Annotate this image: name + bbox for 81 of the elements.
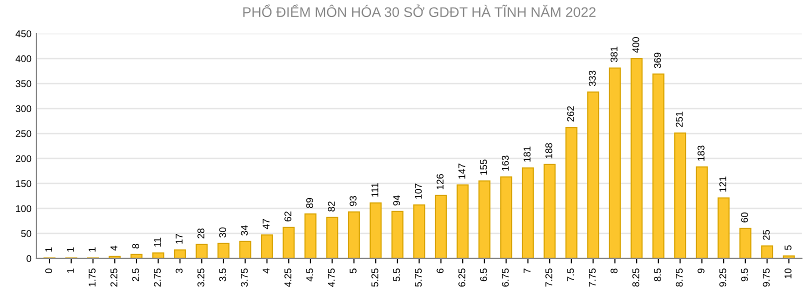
data-label: 262 bbox=[567, 106, 574, 122]
x-tick-label: 2.75 bbox=[154, 268, 161, 287]
x-tick-label: 7 bbox=[524, 268, 530, 274]
y-tick-label: 50 bbox=[21, 230, 32, 238]
data-label: 62 bbox=[284, 212, 292, 222]
data-label: 17 bbox=[176, 234, 182, 244]
data-label: 188 bbox=[545, 143, 552, 158]
data-label: 251 bbox=[676, 112, 683, 127]
x-tick-label: 5 bbox=[350, 268, 357, 274]
y-tick-label: 250 bbox=[16, 130, 32, 138]
chart-title: PHỔ ĐIỂM MÔN HÓA 30 SỞ GDĐT HÀ TĨNH NĂM 2022 bbox=[243, 4, 596, 18]
x-tick-label: 8.5 bbox=[654, 268, 661, 282]
x-tick-label: 6.25 bbox=[458, 268, 466, 287]
x-tick-label: 7.5 bbox=[567, 268, 574, 282]
data-label: 183 bbox=[698, 146, 704, 161]
x-tick-label: 9.25 bbox=[719, 268, 726, 287]
y-tick-label: 400 bbox=[16, 55, 32, 62]
y-tick-label: 450 bbox=[16, 30, 32, 38]
x-tick-label: 3 bbox=[176, 268, 183, 274]
x-tick-label: 1.75 bbox=[88, 268, 96, 286]
x-tick-label: 8 bbox=[610, 268, 618, 274]
y-tick-label: 200 bbox=[16, 155, 32, 162]
x-tick-label: 7.25 bbox=[545, 268, 552, 287]
data-label: 30 bbox=[219, 227, 226, 238]
x-tick-label: 3.75 bbox=[240, 268, 248, 287]
x-tick-label: 4 bbox=[262, 268, 270, 274]
x-tick-label: 4.25 bbox=[284, 268, 292, 287]
data-label: 1 bbox=[88, 247, 96, 252]
x-tick-label: 10 bbox=[784, 268, 792, 278]
x-tick-label: 9.75 bbox=[762, 268, 770, 287]
x-tick-label: 8.75 bbox=[676, 268, 683, 287]
y-tick-label: 350 bbox=[16, 80, 32, 88]
x-tick-label: 0 bbox=[45, 268, 52, 274]
data-label: 155 bbox=[480, 160, 488, 175]
data-label: 381 bbox=[610, 46, 618, 62]
data-label: 111 bbox=[372, 183, 378, 197]
data-label: 60 bbox=[741, 212, 748, 222]
data-label: 28 bbox=[197, 228, 204, 238]
x-tick-label: 6.5 bbox=[480, 268, 488, 282]
data-label: 47 bbox=[262, 219, 270, 230]
x-tick-label: 9.5 bbox=[741, 268, 748, 282]
x-tick-label: 9 bbox=[698, 268, 704, 274]
y-tick-label: 0 bbox=[26, 255, 32, 262]
x-tick-label: 3.5 bbox=[219, 268, 226, 282]
x-tick-label: 2.5 bbox=[132, 268, 140, 282]
data-label: 400 bbox=[632, 37, 640, 53]
data-label: 11 bbox=[154, 238, 161, 247]
y-tick-label: 100 bbox=[16, 205, 32, 212]
x-tick-label: 5.5 bbox=[393, 268, 400, 282]
data-label: 369 bbox=[654, 52, 661, 68]
x-tick-label: 7.75 bbox=[588, 268, 596, 287]
x-tick-label: 1 bbox=[67, 268, 74, 273]
data-label: 5 bbox=[784, 245, 792, 250]
x-tick-label: 8.25 bbox=[632, 268, 640, 287]
data-label: 34 bbox=[240, 225, 248, 236]
x-tick-label: 6 bbox=[436, 268, 444, 274]
data-label: 82 bbox=[328, 202, 335, 212]
x-tick-label: 4.5 bbox=[306, 268, 314, 282]
data-label: 1 bbox=[45, 247, 52, 252]
data-label: 147 bbox=[458, 164, 466, 179]
data-label: 126 bbox=[436, 174, 444, 190]
y-tick-label: 150 bbox=[16, 180, 32, 188]
x-tick-label: 6.75 bbox=[502, 268, 509, 287]
data-label: 163 bbox=[502, 156, 509, 171]
x-tick-label: 3.25 bbox=[197, 268, 204, 287]
data-label: 107 bbox=[414, 184, 422, 199]
x-tick-label: 5.25 bbox=[371, 268, 378, 287]
data-label: 121 bbox=[719, 176, 726, 192]
x-tick-label: 4.75 bbox=[328, 268, 335, 287]
data-label: 4 bbox=[110, 246, 118, 251]
data-label: 94 bbox=[393, 195, 400, 206]
x-tick-label: 5.75 bbox=[415, 268, 422, 287]
data-label: 93 bbox=[350, 196, 357, 206]
data-label: 25 bbox=[762, 230, 770, 240]
y-tick-label: 300 bbox=[16, 105, 32, 112]
data-label: 8 bbox=[132, 244, 140, 248]
x-tick-label: 2.25 bbox=[110, 268, 118, 287]
data-label: 89 bbox=[306, 198, 314, 208]
data-label: 1 bbox=[67, 247, 74, 252]
data-label: 333 bbox=[588, 70, 596, 86]
data-label: 181 bbox=[524, 146, 531, 162]
